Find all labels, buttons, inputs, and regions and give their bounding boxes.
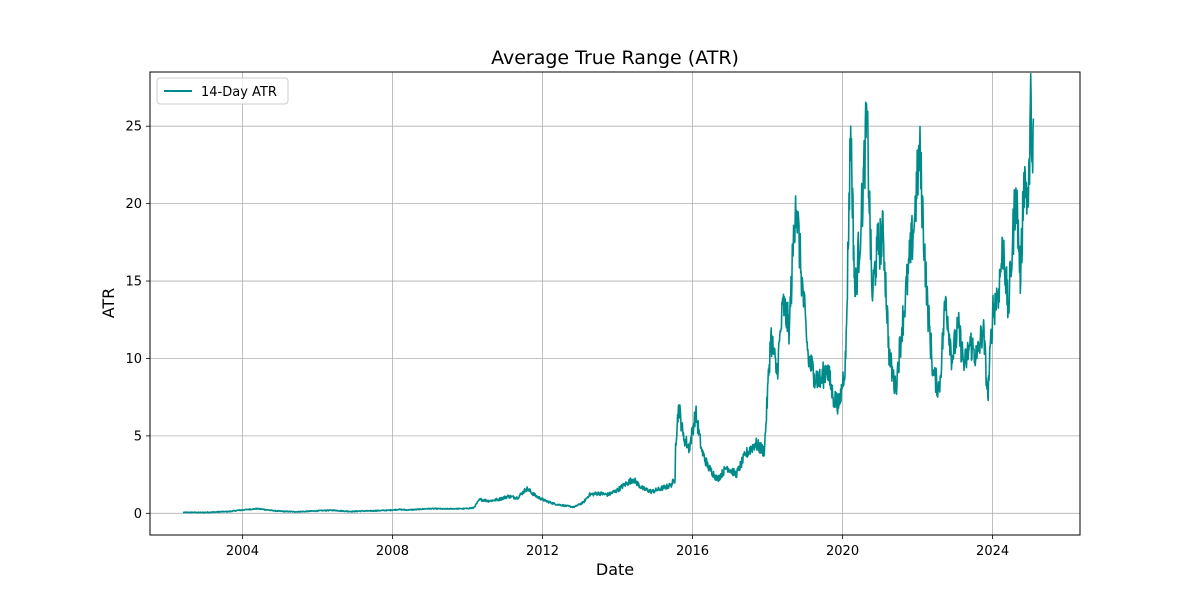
legend: 14-Day ATR [156,77,289,105]
y-tick-label: 15 [125,275,142,290]
x-tick-label: 2020 [826,544,859,559]
legend-label: 14-Day ATR [201,85,277,100]
chart-title: Average True Range (ATR) [491,47,739,69]
x-axis-title: Date [596,560,634,579]
y-tick-label: 20 [125,197,142,212]
grid-lines [150,72,1080,535]
y-tick-label: 0 [134,507,142,522]
x-tick-label: 2016 [676,544,709,559]
plot-area-frame [149,71,1081,536]
series-layer [182,72,1035,514]
legend-box [156,77,289,105]
y-axis: 0 5 10 15 20 25 [125,120,150,522]
series-line-14-day-atr [182,72,1035,514]
x-tick-label: 2024 [976,544,1009,559]
x-tick-label: 2012 [526,544,559,559]
y-tick-label: 5 [134,429,142,444]
y-tick-label: 10 [125,352,142,367]
y-tick-label: 25 [125,120,142,135]
x-tick-label: 2008 [376,544,409,559]
x-tick-label: 2004 [226,544,259,559]
x-axis: 2004 2008 2012 2016 2020 2024 [226,535,1009,559]
y-axis-title: ATR [99,288,118,319]
